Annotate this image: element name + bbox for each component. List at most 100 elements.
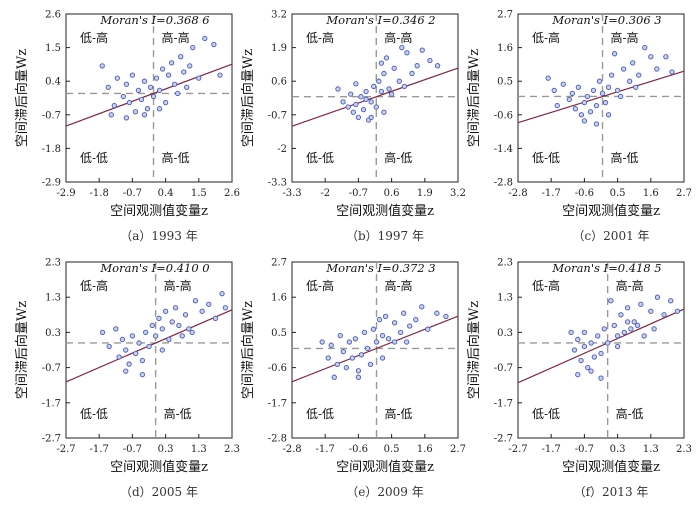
x-tick-label: 0.6	[384, 188, 400, 199]
quadrant-label-bottom-left: 低-低	[532, 407, 560, 421]
data-point	[337, 332, 343, 339]
data-point	[630, 60, 636, 66]
y-tick-label: 1.3	[45, 293, 61, 304]
data-point	[211, 41, 217, 48]
quadrant-label-bottom-right: 高-低	[164, 406, 192, 421]
morans-i-label: Moran's I=0.306 3	[551, 13, 661, 27]
data-point	[159, 326, 165, 332]
regression-line	[65, 63, 233, 127]
x-tick-label: -2.8	[282, 444, 301, 455]
x-tick-label: -0.6	[349, 444, 368, 455]
data-point	[618, 312, 624, 318]
data-point	[598, 375, 604, 381]
data-point	[199, 308, 205, 314]
y-tick-label: 2.7	[497, 10, 513, 21]
data-point	[661, 312, 667, 318]
y-tick-label: -0.7	[494, 363, 513, 374]
data-point	[605, 84, 612, 90]
morans-i-label: Moran's I=0.368 6	[99, 13, 209, 27]
data-point	[585, 364, 591, 371]
data-point	[146, 343, 152, 350]
y-tick-label: -2.8	[268, 434, 287, 445]
data-point	[182, 312, 189, 318]
x-tick-label: -1.7	[316, 444, 335, 455]
data-point	[595, 333, 601, 339]
data-point	[217, 72, 223, 78]
data-point	[178, 54, 184, 60]
data-point	[319, 339, 325, 345]
x-tick-label: 1.5	[191, 188, 207, 199]
x-tick-label: 1.3	[643, 444, 659, 455]
x-tick-label: -3.3	[282, 188, 301, 199]
quadrant-label-top-left: 低-高	[306, 30, 334, 45]
data-point	[181, 69, 187, 75]
y-tick-label: 1.6	[497, 43, 513, 54]
data-point	[206, 301, 212, 307]
y-tick-label: 1.5	[45, 43, 61, 54]
data-point	[593, 121, 600, 127]
data-point	[123, 115, 130, 121]
data-point	[202, 35, 208, 42]
data-point	[663, 54, 669, 60]
quadrant-label-top-left: 低-高	[80, 278, 108, 293]
data-point	[419, 304, 425, 310]
y-tick-label: 1.9	[271, 43, 287, 54]
data-point	[376, 316, 383, 323]
data-point	[156, 106, 163, 112]
data-point	[99, 63, 105, 69]
data-point	[373, 339, 380, 345]
quadrant-label-bottom-left: 低-低	[532, 151, 560, 165]
data-point	[399, 44, 405, 51]
data-point	[196, 75, 202, 81]
data-point	[153, 75, 160, 81]
data-point	[401, 310, 407, 316]
data-point	[126, 99, 133, 106]
y-tick-label: -1.4	[494, 144, 513, 155]
y-axis-label: 空间滞后向量Wz	[14, 301, 30, 399]
data-point	[668, 298, 674, 304]
x-tick-label: 0.5	[384, 444, 400, 455]
data-point	[136, 340, 142, 346]
data-point	[106, 343, 112, 350]
data-point	[443, 313, 449, 320]
data-point	[385, 336, 392, 342]
data-point	[601, 326, 607, 332]
x-tick-label: -0.7	[575, 444, 594, 455]
data-point	[627, 78, 633, 84]
data-point	[386, 86, 392, 92]
data-point	[346, 339, 352, 345]
data-point	[368, 99, 374, 105]
data-point	[172, 81, 178, 87]
panel-5: -2.8 -1.7 -0.6 0.5 1.6 2.7 2.7 1.6 0.5 -0.6 -1.7 -2…	[240, 258, 466, 500]
quadrant-label-top-right: 高-高	[611, 30, 639, 45]
x-tick-label: 2.3	[224, 444, 240, 455]
data-point	[569, 90, 575, 97]
quadrant-label-bottom-right: 高-低	[384, 150, 412, 165]
data-point	[611, 322, 617, 329]
data-point	[168, 60, 175, 66]
data-point	[407, 323, 413, 329]
data-point	[581, 99, 588, 106]
data-point	[631, 319, 637, 325]
plot-frame	[517, 13, 685, 183]
y-axis-label: 空间滞后向量Wz	[240, 49, 256, 147]
quadrant-label-top-left: 低-高	[306, 278, 334, 293]
y-tick-label: -0.7	[42, 363, 61, 374]
data-point	[584, 93, 591, 100]
y-tick-label: -2.7	[42, 434, 61, 445]
quadrant-label-top-left: 低-高	[532, 30, 560, 45]
data-point	[144, 106, 151, 112]
x-tick-label: -0.6	[575, 188, 594, 199]
data-point	[340, 348, 346, 355]
quadrant-label-bottom-left: 低-低	[80, 407, 108, 421]
data-point	[642, 44, 648, 51]
morans-i-label: Moran's I=0.418 5	[551, 261, 661, 275]
panel-caption: （a）1993 年	[120, 229, 198, 243]
data-point	[325, 355, 331, 361]
regression-line	[291, 67, 459, 127]
data-point	[159, 347, 165, 353]
data-point	[572, 106, 578, 112]
x-tick-label: 2.7	[676, 188, 692, 199]
data-point	[617, 93, 624, 100]
